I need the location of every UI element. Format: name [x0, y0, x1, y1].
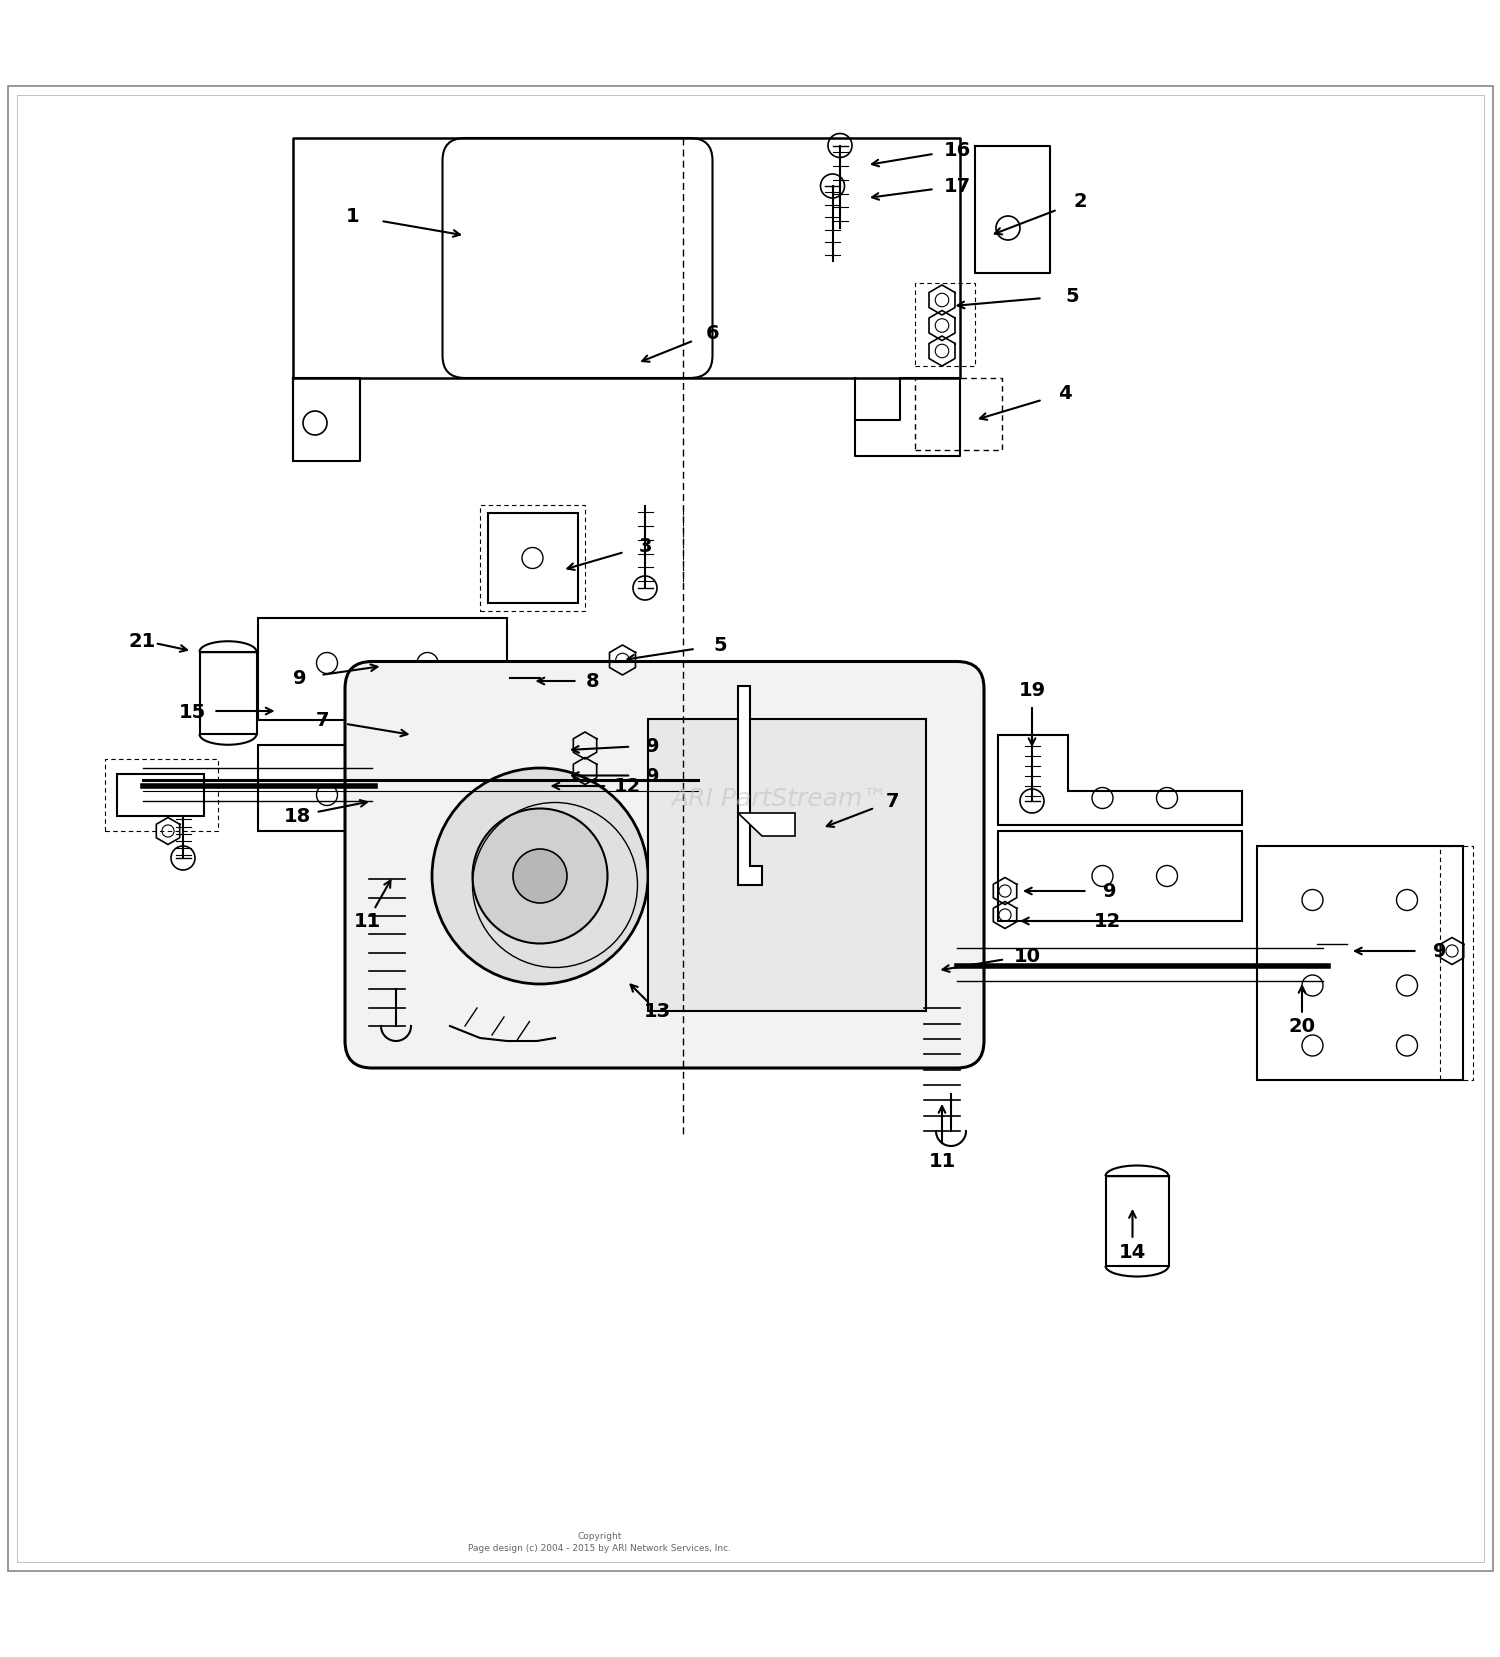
Polygon shape [998, 736, 1242, 825]
Bar [1317, 944, 1347, 989]
Text: 20: 20 [1288, 1017, 1316, 1036]
Text: 9: 9 [645, 767, 660, 785]
FancyBboxPatch shape [345, 663, 984, 1069]
Circle shape [821, 176, 844, 199]
Text: 5: 5 [1065, 287, 1080, 307]
Text: 9: 9 [1434, 941, 1446, 961]
Circle shape [432, 769, 648, 984]
Text: 9: 9 [645, 737, 660, 756]
Text: 11: 11 [928, 1152, 956, 1171]
Polygon shape [258, 618, 507, 757]
Bar [117, 774, 204, 817]
FancyBboxPatch shape [442, 139, 712, 379]
Polygon shape [258, 746, 507, 832]
Text: 9: 9 [294, 669, 306, 688]
Text: 19: 19 [1019, 681, 1046, 699]
Circle shape [828, 134, 852, 159]
Bar [200, 653, 256, 734]
Bar [488, 514, 578, 603]
Text: Page design (c) 2004 - 2015 by ARI Network Services, Inc.: Page design (c) 2004 - 2015 by ARI Netwo… [468, 1544, 732, 1553]
Text: 3: 3 [639, 537, 651, 557]
Text: 5: 5 [712, 636, 728, 655]
Text: 14: 14 [1119, 1241, 1146, 1261]
Polygon shape [1257, 847, 1462, 1080]
Polygon shape [738, 686, 762, 885]
Text: 4: 4 [1058, 384, 1072, 403]
Text: 8: 8 [585, 673, 600, 691]
Text: 7: 7 [315, 711, 330, 731]
Text: 11: 11 [354, 911, 381, 931]
Circle shape [171, 847, 195, 870]
Text: 21: 21 [129, 631, 156, 651]
Circle shape [490, 664, 517, 693]
Text: 10: 10 [1014, 946, 1041, 966]
Text: 9: 9 [1102, 882, 1116, 901]
Text: Copyright: Copyright [578, 1531, 622, 1541]
Polygon shape [738, 814, 795, 837]
Text: 7: 7 [885, 792, 900, 810]
Circle shape [513, 850, 567, 903]
Text: 2: 2 [1072, 192, 1088, 212]
Bar [648, 719, 926, 1011]
Circle shape [633, 577, 657, 600]
Text: 12: 12 [614, 777, 640, 795]
Circle shape [472, 809, 608, 944]
Text: 1: 1 [345, 207, 360, 227]
Text: 6: 6 [705, 325, 720, 343]
Polygon shape [998, 832, 1242, 921]
Text: 18: 18 [284, 807, 310, 825]
Text: ARI PartStream™: ARI PartStream™ [672, 787, 888, 810]
Text: 12: 12 [1094, 911, 1120, 931]
Text: 13: 13 [644, 1002, 670, 1021]
Text: 16: 16 [944, 141, 970, 161]
Bar [1106, 1176, 1168, 1266]
Circle shape [1020, 789, 1044, 814]
Text: 17: 17 [944, 177, 970, 197]
Text: 15: 15 [178, 703, 206, 721]
